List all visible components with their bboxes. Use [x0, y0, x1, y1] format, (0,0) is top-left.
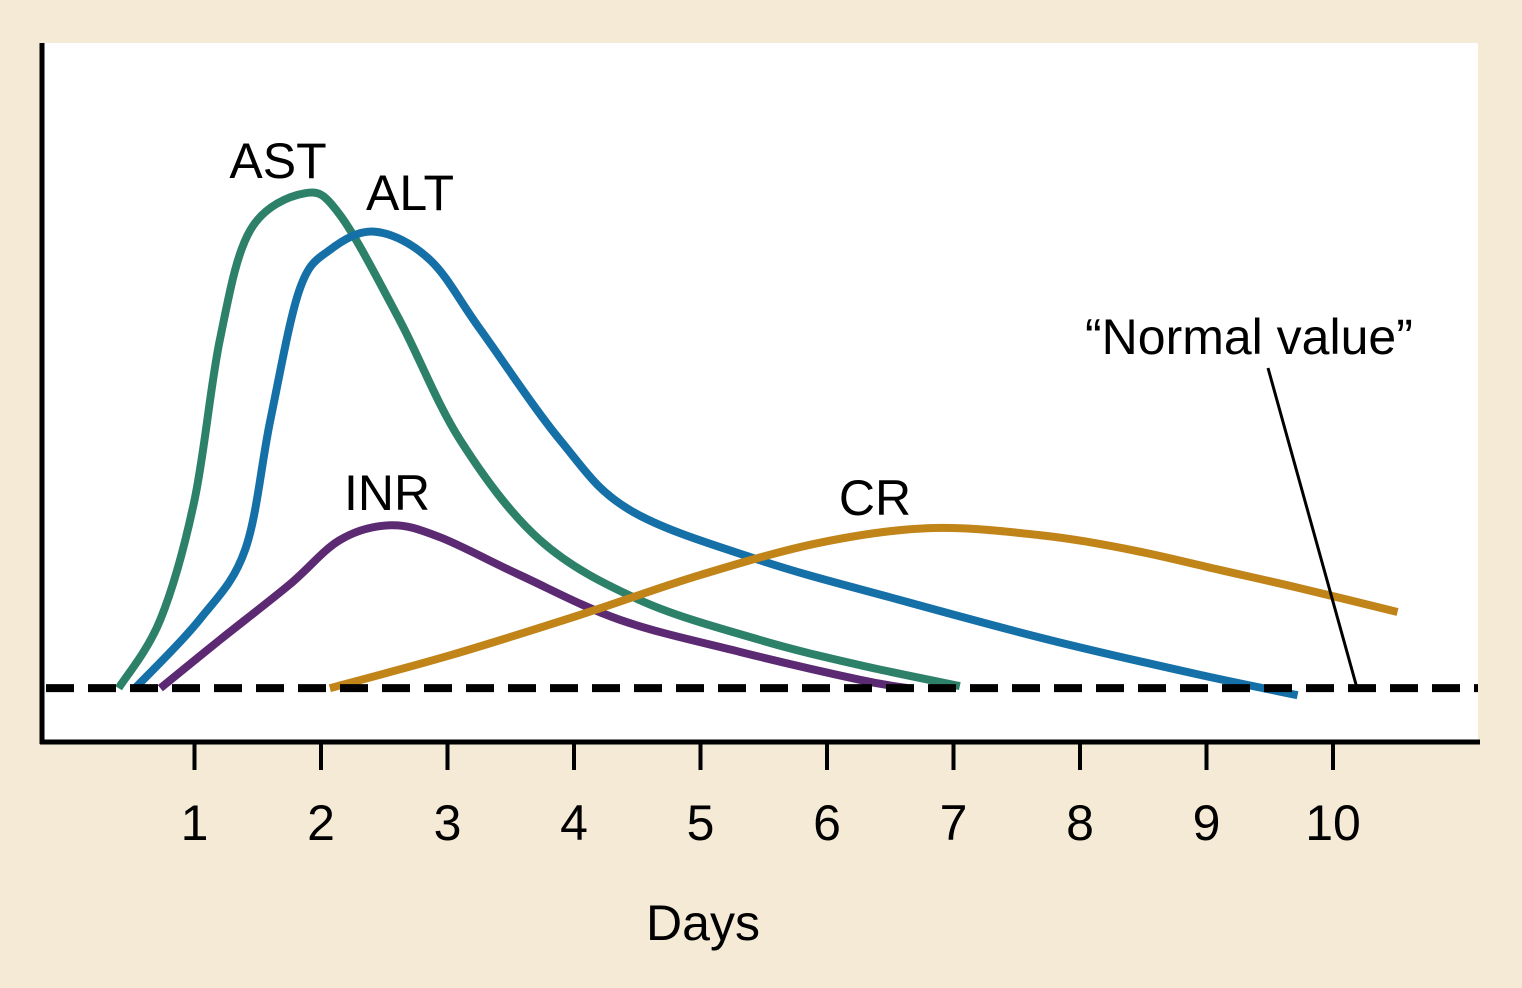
x-tick-label: 6: [813, 795, 841, 851]
series-cr-line: [328, 523, 1399, 693]
x-tick-label: 3: [434, 795, 462, 851]
series-label-alt: ALT: [366, 165, 454, 221]
x-tick-label: 7: [940, 795, 968, 851]
series-label-cr: CR: [839, 470, 911, 526]
x-axis-label: Days: [646, 895, 760, 951]
series-label-inr: INR: [344, 465, 430, 521]
series-label-ast: AST: [229, 133, 326, 189]
series-inr-line: [157, 521, 909, 693]
x-tick-label: 4: [560, 795, 588, 851]
series-alt-line: [132, 227, 1299, 700]
x-tick-label: 10: [1305, 795, 1361, 851]
plot-area: [42, 43, 1478, 742]
x-tick-label: 2: [307, 795, 335, 851]
x-tick-label: 8: [1066, 795, 1094, 851]
normal-value-pointer: [1266, 367, 1359, 689]
series-ast-line: [115, 188, 961, 691]
x-tick-label: 5: [687, 795, 715, 851]
x-tick-label: 9: [1193, 795, 1221, 851]
normal-value-label: “Normal value”: [1085, 309, 1413, 365]
x-tick-label: 1: [181, 795, 209, 851]
